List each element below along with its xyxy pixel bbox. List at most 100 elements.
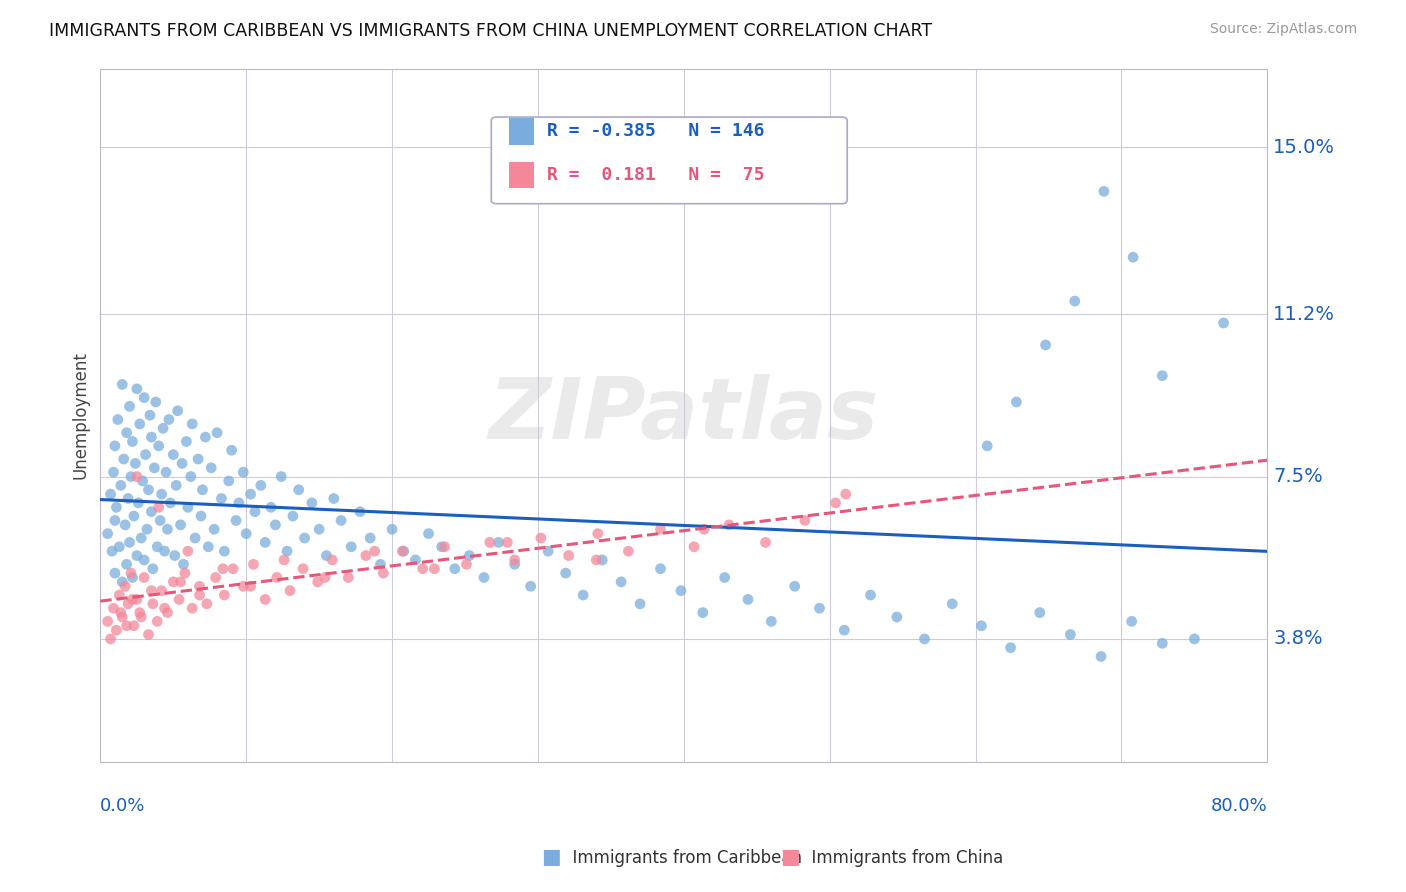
Point xyxy=(1029,606,1052,620)
Point xyxy=(121,570,143,584)
Point xyxy=(1122,250,1144,264)
Point xyxy=(156,522,179,536)
Point xyxy=(391,544,413,558)
Point xyxy=(693,522,716,536)
Point xyxy=(118,400,141,414)
Point xyxy=(125,382,148,396)
Point xyxy=(122,619,145,633)
Point xyxy=(228,496,250,510)
Point xyxy=(120,566,142,581)
Point xyxy=(143,460,166,475)
Point xyxy=(115,558,138,572)
Point xyxy=(97,526,120,541)
Point xyxy=(108,588,131,602)
Point xyxy=(103,601,125,615)
Point xyxy=(260,500,283,515)
Point xyxy=(136,522,159,536)
Point xyxy=(150,583,173,598)
Text: 3.8%: 3.8% xyxy=(1274,630,1323,648)
Point xyxy=(139,408,162,422)
Point xyxy=(322,491,344,506)
Point xyxy=(650,562,672,576)
Point xyxy=(832,623,855,637)
Point xyxy=(118,535,141,549)
Point xyxy=(111,574,134,589)
Point xyxy=(281,509,304,524)
Point xyxy=(152,421,174,435)
Point xyxy=(354,549,377,563)
Point xyxy=(628,597,651,611)
Point xyxy=(610,574,633,589)
Point xyxy=(496,535,519,549)
Point xyxy=(1090,649,1112,664)
Point xyxy=(314,570,336,584)
Point xyxy=(503,553,526,567)
Point xyxy=(404,553,426,567)
Point xyxy=(188,579,211,593)
Point xyxy=(824,496,846,510)
Point xyxy=(713,570,735,584)
Point xyxy=(100,487,122,501)
Point xyxy=(235,526,257,541)
Point xyxy=(1121,615,1143,629)
Point xyxy=(122,509,145,524)
Point xyxy=(110,478,132,492)
Point xyxy=(145,395,167,409)
Point xyxy=(530,531,553,545)
Point xyxy=(554,566,576,581)
Point xyxy=(188,588,211,602)
Point xyxy=(173,558,195,572)
Point xyxy=(315,549,337,563)
Point xyxy=(115,619,138,633)
Point xyxy=(1063,294,1085,309)
Point xyxy=(111,377,134,392)
Text: ■: ■ xyxy=(541,847,561,867)
Point xyxy=(1212,316,1234,330)
Point xyxy=(104,513,127,527)
Point xyxy=(135,448,157,462)
Point xyxy=(221,443,243,458)
Point xyxy=(148,500,170,515)
Point xyxy=(239,487,262,501)
Point xyxy=(519,579,541,593)
Point xyxy=(194,430,217,444)
Point xyxy=(381,522,404,536)
Point xyxy=(124,457,146,471)
Point xyxy=(307,574,329,589)
Point xyxy=(212,562,235,576)
Point xyxy=(222,562,245,576)
Point xyxy=(127,496,149,510)
FancyBboxPatch shape xyxy=(509,162,534,188)
Point xyxy=(110,606,132,620)
Point xyxy=(180,469,202,483)
Point xyxy=(184,531,207,545)
Point xyxy=(835,487,858,501)
Point xyxy=(132,391,155,405)
Point xyxy=(1152,636,1174,650)
Point xyxy=(337,570,360,584)
Point xyxy=(243,505,266,519)
Point xyxy=(478,535,501,549)
Point xyxy=(264,517,287,532)
Point xyxy=(129,531,152,545)
Point xyxy=(443,562,465,576)
Point xyxy=(205,425,228,440)
Point xyxy=(97,615,120,629)
Point xyxy=(321,553,343,567)
Point xyxy=(104,566,127,581)
Point xyxy=(169,574,191,589)
Point xyxy=(181,417,204,431)
Point xyxy=(101,544,124,558)
Point xyxy=(174,566,197,581)
Point xyxy=(115,425,138,440)
Point xyxy=(156,606,179,620)
Point xyxy=(200,460,222,475)
Point xyxy=(150,487,173,501)
Point xyxy=(141,583,163,598)
Point xyxy=(232,579,254,593)
Point xyxy=(190,509,212,524)
Text: 11.2%: 11.2% xyxy=(1274,305,1336,324)
Point xyxy=(430,540,453,554)
Text: R = -0.385   N = 146: R = -0.385 N = 146 xyxy=(547,122,765,140)
Point xyxy=(340,540,363,554)
